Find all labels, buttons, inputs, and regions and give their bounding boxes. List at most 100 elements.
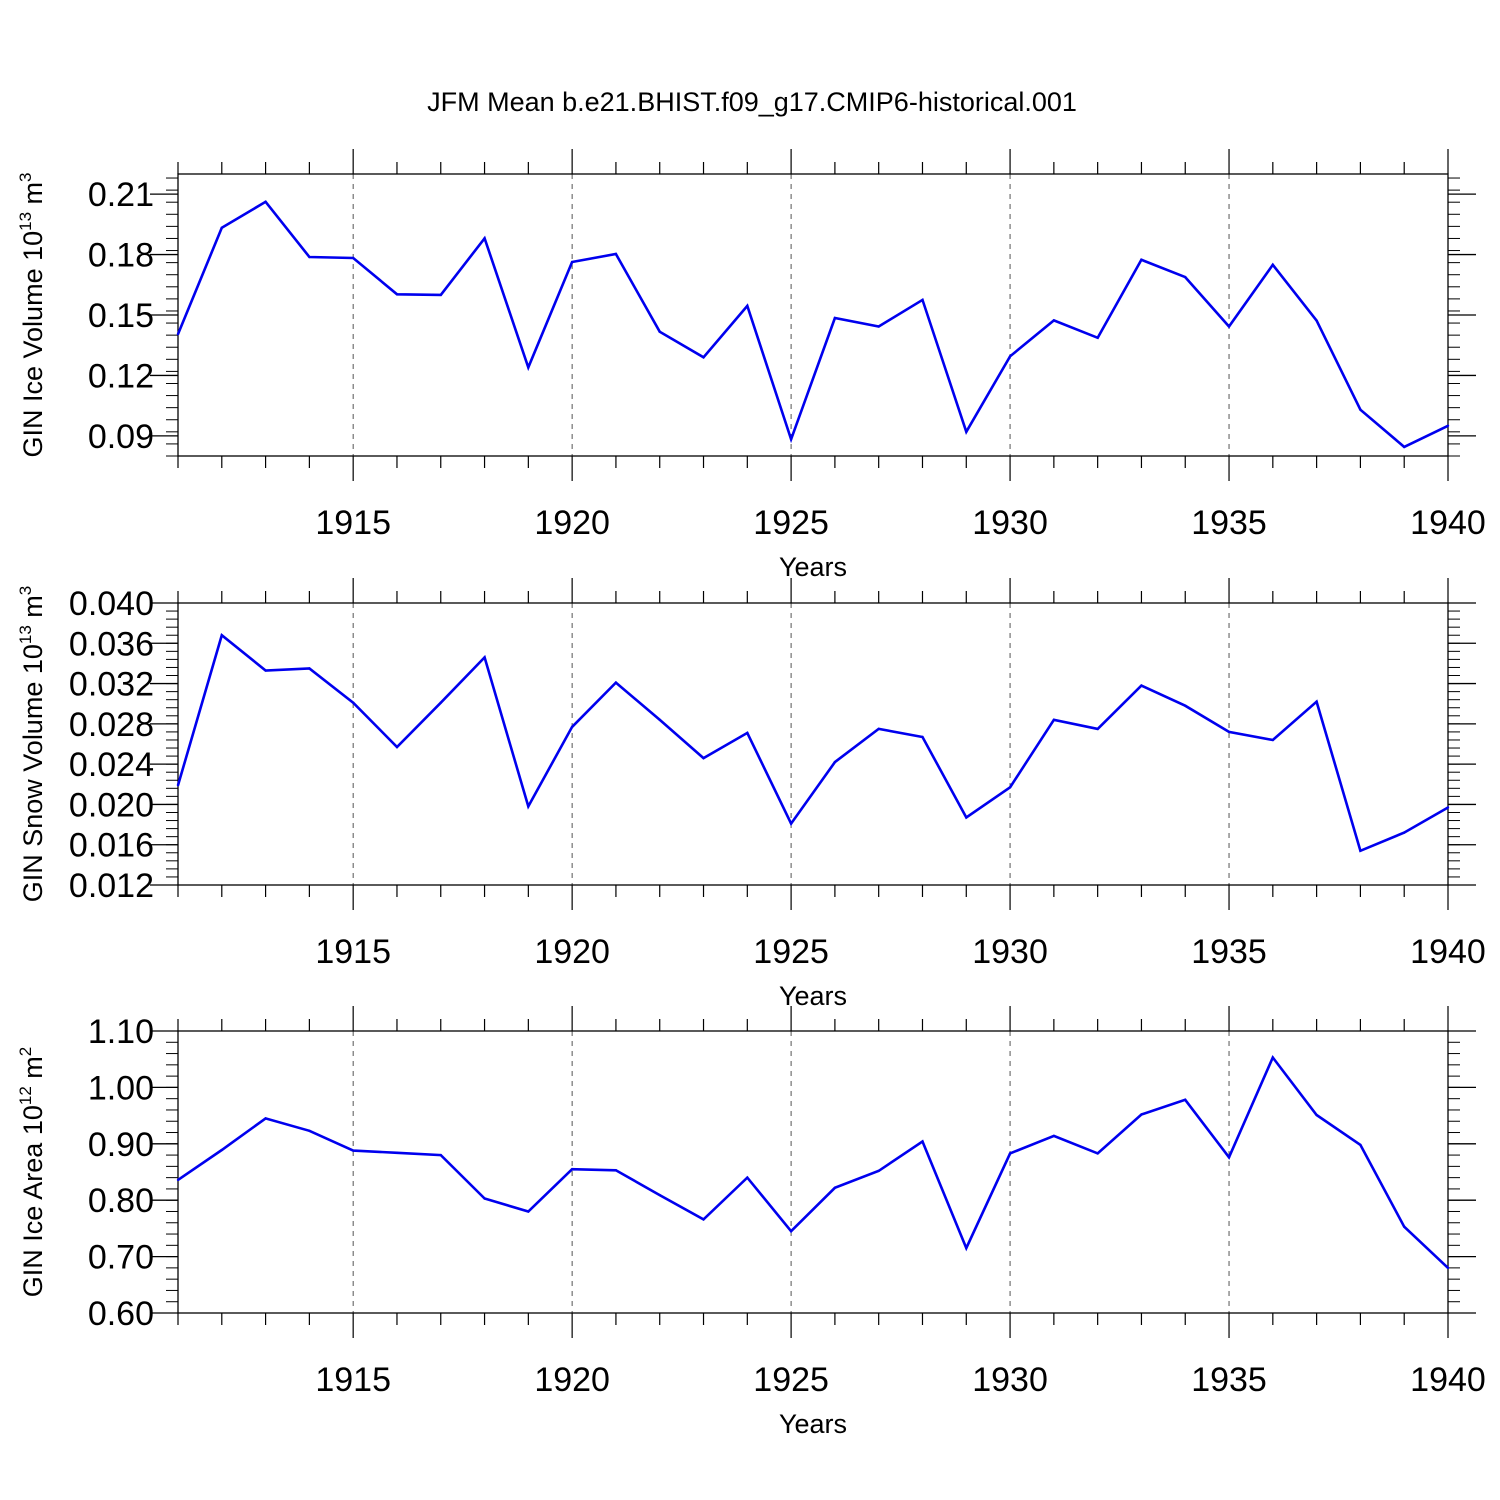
data-point: [877, 1169, 880, 1173]
data-point: [702, 356, 705, 359]
data-point: [1271, 1056, 1275, 1059]
y-axis-label-unit-exponent: 2: [16, 1047, 35, 1056]
x-axis-label: Years: [779, 981, 847, 1011]
y-tick-label: 0.15: [88, 297, 154, 335]
data-point: [176, 784, 180, 787]
y-tick-label: 0.028: [69, 706, 154, 744]
y-tick-label: 0.09: [88, 418, 154, 456]
x-tick-label: 1915: [315, 504, 391, 542]
y-axis-label-unit: m: [18, 595, 48, 625]
panel-1: 1915 1920 1925 1930 1935 1940 0.09 0.12 0.15 0.18…: [16, 149, 1486, 582]
x-tick-label: 1920: [534, 933, 610, 971]
x-tick-label: 1920: [534, 504, 610, 542]
data-point: [439, 1153, 442, 1157]
data-point: [1140, 1113, 1143, 1116]
data-point: [921, 735, 924, 739]
data-point: [833, 316, 837, 320]
data-point: [1140, 258, 1143, 262]
y-axis-label-unit-exponent: 3: [16, 586, 35, 595]
figure-title: JFM Mean b.e21.BHIST.f09_g17.CMIP6-histo…: [427, 87, 1077, 117]
y-tick-label: 0.18: [88, 237, 154, 275]
x-tick-label: 1915: [315, 1361, 391, 1399]
data-point: [483, 656, 486, 659]
data-point: [1446, 806, 1450, 809]
data-point: [264, 669, 267, 672]
x-tick-label: 1915: [315, 933, 391, 971]
data-point: [395, 745, 399, 749]
data-point: [965, 430, 968, 434]
data-point: [789, 1230, 793, 1233]
data-point: [220, 226, 223, 229]
data-point: [877, 727, 880, 731]
y-tick-label: 0.90: [88, 1126, 154, 1164]
y-axis-label-exponent: 12: [16, 1086, 35, 1105]
y-tick-label: 0.21: [88, 176, 154, 214]
x-tick-label: 1935: [1191, 504, 1267, 542]
data-point: [1052, 319, 1056, 322]
y-axis-label-main: GIN Ice Volume 10: [18, 231, 48, 458]
data-point: [1403, 831, 1406, 834]
data-point: [614, 681, 618, 684]
x-tick-label: 1940: [1410, 933, 1486, 971]
data-point: [220, 634, 223, 637]
data-point: [1140, 684, 1143, 687]
data-point: [746, 731, 749, 735]
data-point: [746, 304, 749, 308]
y-axis-label: GIN Snow Volume 1013 m3: [16, 586, 48, 903]
y-tick-label: 0.012: [69, 867, 154, 905]
data-point: [1052, 718, 1056, 722]
data-point: [702, 1218, 705, 1221]
data-point: [308, 667, 311, 670]
y-axis-label-exponent: 13: [16, 212, 35, 231]
panel-3: 1915 1920 1925 1930 1935 1940 0.60 0.70 0.80 0.90…: [16, 1006, 1486, 1439]
y-axis-label-unit: m: [18, 1056, 48, 1086]
data-point: [351, 701, 355, 704]
y-tick-label: 0.036: [69, 625, 154, 663]
data-point: [614, 252, 618, 256]
plot-frame: [177, 1030, 1449, 1314]
data-point: [1403, 445, 1406, 449]
y-tick-label: 0.12: [88, 357, 154, 395]
data-point: [570, 725, 574, 729]
y-axis-label: GIN Ice Volume 1013 m3: [16, 172, 48, 457]
data-point: [264, 200, 267, 203]
data-point: [308, 255, 311, 259]
data-point: [1403, 1225, 1406, 1228]
data-point: [1315, 319, 1318, 322]
data-point: [439, 293, 442, 297]
series-line: [177, 1054, 1449, 1269]
data-point: [1315, 1113, 1318, 1117]
data-point: [176, 332, 180, 336]
data-point: [1184, 275, 1187, 279]
y-axis-label-unit-exponent: 3: [16, 172, 35, 181]
data-point: [1359, 1143, 1362, 1147]
y-tick-label: 0.032: [69, 666, 154, 704]
data-point: [1096, 336, 1099, 339]
data-point: [1446, 1266, 1450, 1270]
data-point: [483, 1197, 486, 1200]
data-point: [1315, 700, 1318, 703]
data-point: [1271, 738, 1275, 742]
data-point: [614, 1169, 618, 1172]
y-tick-label: 0.60: [88, 1295, 154, 1333]
data-point: [658, 718, 661, 722]
panel-2: 1915 1920 1925 1930 1935 19400.0120.0160.0200…: [16, 578, 1486, 1011]
data-point: [1008, 1152, 1012, 1155]
series-line: [176, 200, 1449, 449]
data-point: [789, 438, 793, 441]
data-point: [1359, 408, 1362, 411]
data-point: [439, 701, 442, 704]
y-tick-label: 1.00: [88, 1069, 154, 1107]
y-tick-label: 0.016: [69, 827, 154, 865]
data-point: [658, 1193, 661, 1197]
data-point: [1008, 355, 1012, 358]
data-point: [351, 256, 355, 260]
data-point: [351, 1149, 355, 1152]
data-point: [1271, 263, 1275, 267]
chart-panels: 1915 1920 1925 1930 1935 1940 0.09 0.12 0.15 0.18…: [16, 149, 1486, 1439]
data-point: [921, 298, 924, 302]
data-point: [483, 237, 486, 240]
data-point: [527, 366, 530, 369]
